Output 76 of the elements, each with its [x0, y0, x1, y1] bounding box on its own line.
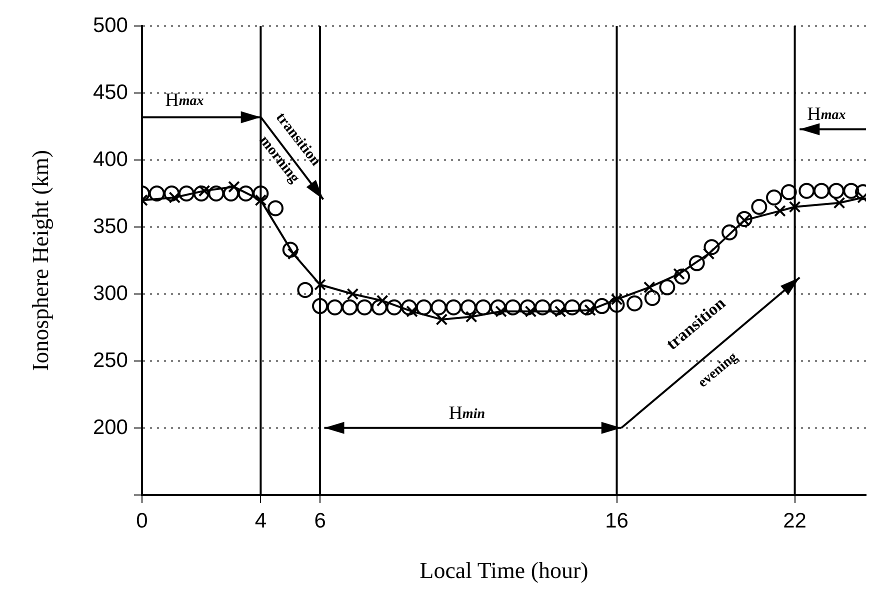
point: [549, 299, 566, 316]
point: [843, 182, 860, 199]
point: [722, 224, 738, 240]
point: [430, 299, 447, 316]
point: [688, 255, 705, 272]
point: [643, 281, 656, 294]
point: [401, 299, 418, 316]
point: [766, 190, 782, 206]
point: [644, 290, 660, 306]
y-tick-label: 400: [92, 148, 128, 171]
point: [626, 295, 643, 312]
point: [252, 186, 269, 202]
point: [193, 186, 210, 202]
point: [594, 298, 610, 314]
x-tick-label: 22: [783, 509, 806, 532]
point: [346, 288, 359, 300]
point: [386, 299, 402, 316]
y-tick-label: 200: [92, 416, 128, 439]
point: [148, 186, 165, 202]
point: [312, 298, 328, 314]
point: [268, 200, 284, 216]
point: [813, 182, 830, 199]
point: [297, 282, 314, 298]
point: [520, 299, 536, 316]
point: [475, 299, 492, 316]
y-tick-label: 350: [92, 214, 128, 238]
point: [314, 278, 326, 291]
point: [490, 299, 506, 316]
point: [833, 196, 846, 209]
point: [238, 186, 254, 202]
point: [798, 182, 815, 199]
point: [436, 314, 448, 326]
point: [460, 299, 476, 316]
point: [608, 296, 625, 313]
point: [164, 186, 180, 202]
annotation: Hmax: [165, 90, 204, 112]
point: [780, 184, 797, 200]
point: [504, 299, 521, 316]
x-tick-label: 0: [136, 509, 148, 532]
x-tick-label: 6: [314, 509, 326, 532]
x-axis-title: Local Time (hour): [420, 558, 588, 584]
point: [342, 299, 358, 316]
x-tick-label: 16: [605, 509, 628, 532]
y-axis-title: Ionosphere Height (km): [28, 150, 53, 371]
point: [223, 186, 240, 202]
point: [579, 299, 596, 316]
y-tick-label: 250: [92, 348, 128, 372]
point: [446, 299, 462, 316]
point: [465, 310, 478, 323]
point: [376, 294, 388, 307]
point: [534, 299, 551, 316]
point: [702, 248, 715, 260]
point: [674, 268, 690, 285]
point: [178, 186, 195, 202]
point: [228, 180, 240, 193]
point: [788, 200, 801, 213]
point: [416, 299, 432, 316]
point: [254, 194, 267, 206]
point: [751, 198, 768, 215]
point: [208, 186, 224, 202]
x-tick-label: 4: [254, 509, 267, 532]
point: [659, 279, 676, 296]
point: [704, 239, 720, 256]
point: [774, 204, 786, 217]
annotation: Hmax: [807, 104, 846, 126]
point: [736, 210, 752, 227]
point: [282, 242, 298, 258]
point: [356, 299, 373, 316]
point: [326, 299, 343, 316]
y-tick-label: 300: [92, 282, 128, 305]
point: [371, 299, 388, 316]
point: [564, 299, 580, 316]
point: [828, 182, 844, 199]
y-tick-label: 500: [92, 14, 128, 37]
annotation: Hmin: [448, 403, 486, 424]
y-tick-label: 450: [92, 80, 128, 104]
